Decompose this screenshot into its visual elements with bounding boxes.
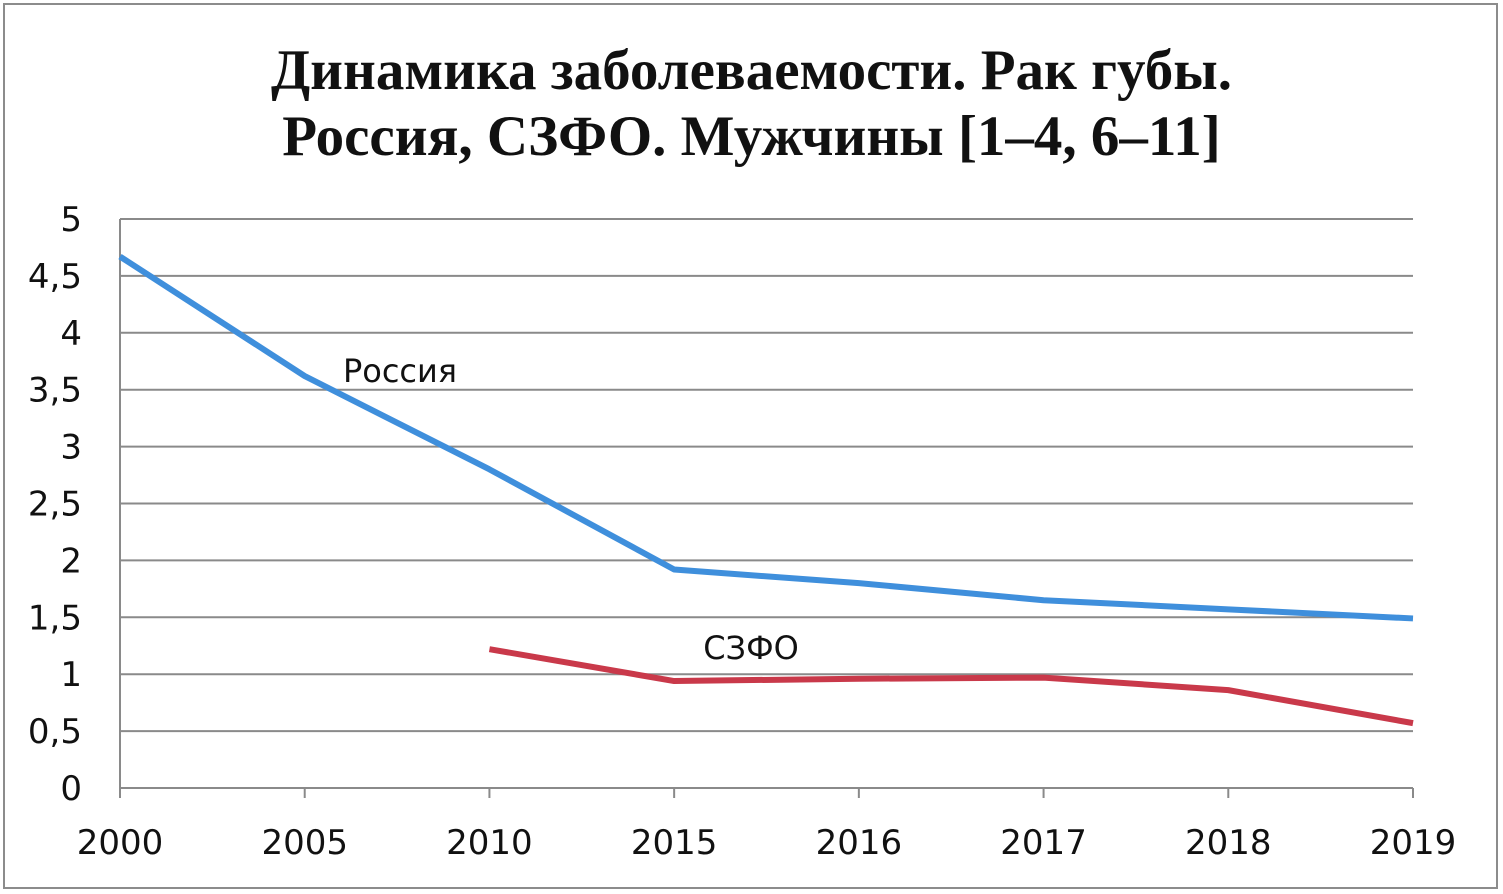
y-tick-label: 2 (60, 541, 82, 581)
x-tick-label: 2019 (1370, 823, 1457, 863)
x-tick-label: 2010 (446, 823, 533, 863)
x-tick-label: 2018 (1185, 823, 1272, 863)
y-tick-label: 5 (60, 200, 82, 240)
y-tick-label: 1 (60, 655, 82, 695)
x-axis-tick-labels: 2000 2005 2010 2015 2016 2017 2018 2019 (77, 823, 1457, 863)
y-tick-label: 3,5 (28, 371, 82, 411)
series-lines (118, 254, 1414, 727)
series-line-2 (488, 646, 1414, 727)
series-label-2: СЗФО (703, 629, 799, 667)
x-tick-label: 2015 (631, 823, 718, 863)
y-tick-label: 2,5 (28, 485, 82, 525)
y-tick-label: 4 (60, 314, 82, 354)
y-tick-label: 4,5 (28, 257, 82, 297)
y-tick-label: 0 (60, 769, 82, 809)
chart-title-line-2: Россия, СЗФО. Мужчины [1–4, 6–11] (282, 105, 1221, 168)
series-line-1 (118, 254, 1414, 622)
series-label-1: Россия (343, 352, 457, 390)
chart-title: Динамика заболеваемости. Рак губы. Росси… (0, 38, 1503, 170)
x-tick-label: 2000 (77, 823, 164, 863)
axes (119, 219, 1414, 798)
y-tick-label: 3 (60, 428, 82, 468)
y-axis-tick-labels: 0 0,5 1 1,5 2 2,5 3 3,5 4 4,5 5 (28, 200, 82, 809)
chart-title-line-1: Динамика заболеваемости. Рак губы. (270, 39, 1233, 102)
x-tick-label: 2017 (1000, 823, 1087, 863)
x-tick-label: 2016 (816, 823, 903, 863)
y-tick-label: 0,5 (28, 712, 82, 752)
y-tick-label: 1,5 (28, 598, 82, 638)
x-tick-label: 2005 (261, 823, 348, 863)
series-labels: Россия СЗФО (343, 352, 799, 667)
